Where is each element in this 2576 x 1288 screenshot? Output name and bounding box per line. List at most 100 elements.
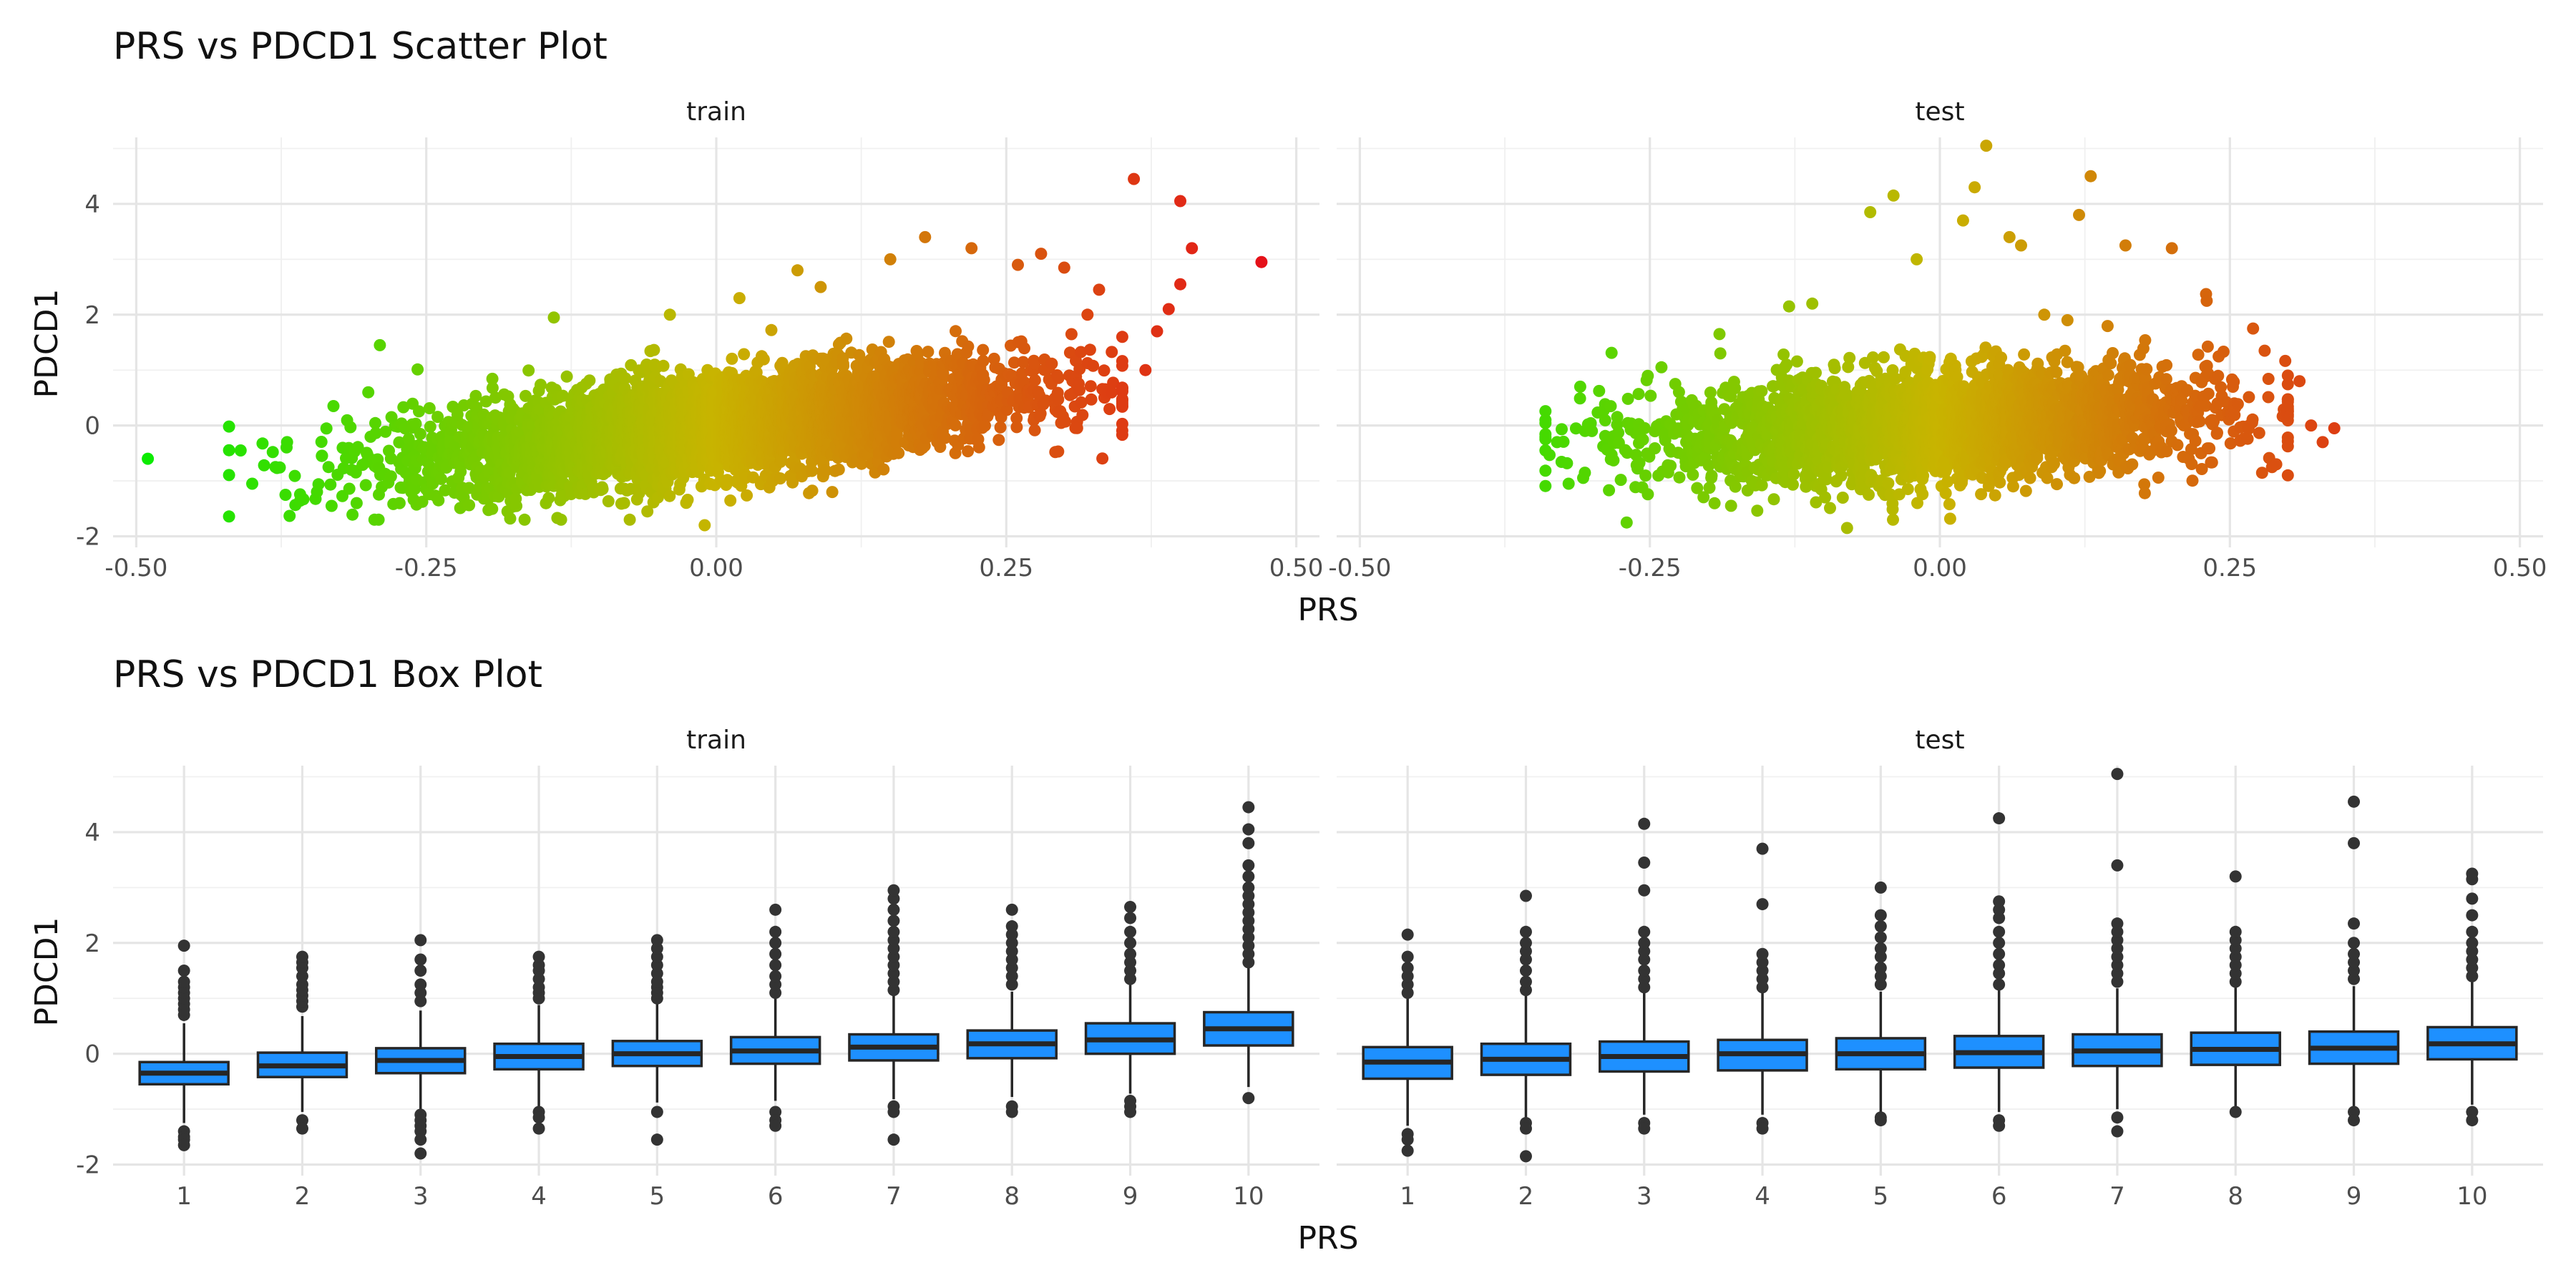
scatter-point [344, 421, 357, 434]
scatter-point [1539, 479, 1552, 492]
scatter-point [648, 343, 660, 356]
scatter-point [1620, 516, 1633, 529]
scatter-point [283, 509, 296, 522]
scatter-point [1639, 469, 1652, 482]
scatter-point [346, 508, 359, 521]
y-tick-label: 4 [84, 190, 100, 219]
scatter-point [1556, 423, 1568, 436]
scatter-point [1636, 433, 1649, 446]
scatter-point [1116, 429, 1128, 441]
scatter-point [1058, 261, 1070, 274]
scatter-point [1724, 499, 1737, 512]
scatter-point [1755, 385, 1768, 398]
scatter-point [1035, 248, 1048, 260]
scatter-point [1052, 445, 1065, 458]
scatter-point [297, 493, 310, 506]
scatter-point [1103, 403, 1116, 416]
scatter-point [359, 479, 372, 492]
scatter-point [1638, 421, 1651, 434]
scatter-point [826, 486, 839, 499]
scatter-point [522, 364, 535, 377]
scatter-point [663, 308, 676, 321]
scatter-point [1139, 364, 1152, 376]
scatter-point [142, 452, 155, 465]
scatter-point [327, 400, 340, 412]
scatter-point [681, 494, 694, 506]
scatter-point [922, 346, 935, 358]
scatter-point [384, 470, 397, 483]
scatter-point [1059, 415, 1072, 428]
x-tick-label: 0.25 [2202, 554, 2257, 582]
scatter-point [1084, 380, 1097, 393]
scatter-point [877, 463, 890, 476]
scatter-point [814, 280, 827, 293]
scatter-point [950, 325, 962, 338]
scatter-point [280, 436, 293, 449]
scatter-point [1116, 397, 1128, 410]
scatter-point [1586, 424, 1599, 437]
scatter-point [1151, 325, 1163, 338]
x-tick-label: -0.25 [1619, 554, 1682, 582]
scatter-point [1543, 449, 1556, 462]
x-tick-label: 0.00 [1913, 554, 1967, 582]
scatter-point [223, 444, 235, 457]
scatter-point [1098, 364, 1111, 377]
scatter-point [1174, 278, 1186, 291]
scatter-point [1539, 405, 1552, 418]
scatter-point [1787, 468, 1800, 481]
scatter-point [397, 401, 410, 414]
y-tick-label: 2 [84, 301, 100, 330]
scatter-point [1081, 308, 1094, 321]
scatter-point [602, 495, 615, 507]
scatter-point [312, 478, 325, 491]
scatter-point [1012, 258, 1024, 271]
scatter-point [223, 510, 235, 523]
scatter-point [234, 444, 247, 457]
scatter-point [726, 352, 738, 365]
scatter-point [1116, 331, 1128, 343]
scatter-point [432, 494, 445, 507]
scatter-point [1073, 384, 1085, 396]
scatter-point [962, 340, 975, 353]
scatter-point [1076, 409, 1089, 421]
scatter-point [738, 348, 751, 361]
scatter-point [1028, 424, 1041, 436]
scatter-point [1604, 400, 1617, 413]
scatter-point [1713, 328, 1726, 341]
scatter-point [806, 464, 819, 477]
scatter-point [424, 420, 436, 433]
scatter-point [463, 482, 475, 494]
x-tick-label: 0.50 [1269, 554, 1324, 582]
scatter-point [256, 437, 269, 450]
scatter-point [1687, 468, 1699, 481]
scatter-point [733, 292, 746, 305]
scatter-point [1562, 477, 1575, 490]
scatter-point [486, 502, 499, 515]
scatter-point [1664, 459, 1677, 472]
scatter-point [535, 379, 547, 391]
scatter-point [724, 494, 737, 507]
scatter-point [892, 447, 905, 459]
scatter-point [288, 469, 301, 482]
scatter-point [439, 484, 452, 497]
scatter-point [1836, 492, 1849, 504]
scatter-point [1782, 300, 1795, 313]
scatter-point [1579, 467, 1591, 479]
x-tick-label: -0.50 [1328, 554, 1391, 582]
x-tick-label: -0.25 [395, 554, 458, 582]
scatter-point [1607, 454, 1620, 467]
scatter-point [1255, 255, 1268, 268]
scatter-point [1096, 452, 1109, 465]
x-tick-label: 0.25 [979, 554, 1033, 582]
scatter-point [1790, 355, 1803, 368]
scatter-point [1116, 417, 1128, 430]
scatter-point [1186, 242, 1199, 255]
scatter-point [369, 416, 381, 429]
scatter-point [1128, 172, 1141, 185]
scatter-point [409, 482, 421, 495]
scatter-strip-train: train [686, 97, 746, 127]
scatter-point [765, 323, 778, 336]
scatter-point [741, 489, 753, 502]
scatter-point [266, 446, 279, 459]
